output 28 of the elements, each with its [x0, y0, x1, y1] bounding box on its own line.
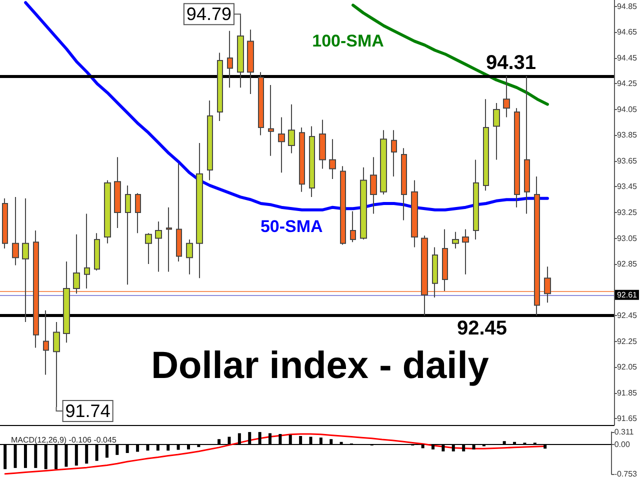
y-tick-label: 94.05 [616, 104, 638, 114]
ref-line-label: 92.61 [616, 290, 638, 300]
y-tick-label: 94.25 [616, 79, 638, 88]
y-tick-label: 92.25 [616, 336, 638, 346]
annotation: 91.74 [65, 400, 110, 421]
y-tick-label: 94.45 [616, 53, 638, 62]
y-tick-label: 93.25 [616, 208, 638, 217]
y-tick-label: 94.65 [616, 28, 638, 37]
y-tick-label: 93.85 [616, 130, 638, 140]
annotation: 94.79 [186, 4, 232, 24]
y-tick-label: 91.85 [616, 388, 638, 398]
y-tick-label: 92.85 [616, 260, 638, 269]
ref-line-label: 94.31 [486, 52, 536, 74]
y-tick-label: 93.45 [616, 182, 638, 192]
y-tick-label: 0.311 [614, 428, 634, 436]
y-tick-label: 93.05 [616, 234, 638, 243]
series-label: 50-SMA [260, 217, 323, 236]
series-label: 100-SMA [312, 32, 384, 51]
y-tick-label: 0.00 [614, 440, 630, 449]
y-tick-label: -0.753 [614, 470, 638, 478]
y-tick-label: 91.65 [616, 414, 638, 424]
chart-title: MACD(12,26,9) -0.106 -0.045 [11, 436, 117, 444]
y-tick-label: 92.45 [616, 311, 638, 320]
y-tick-label: 92.05 [616, 362, 638, 372]
y-tick-label: 93.65 [616, 156, 638, 166]
ref-line-label: 92.45 [456, 318, 508, 340]
text: Dollar index - daily [151, 345, 489, 387]
y-tick-label: 94.85 [616, 2, 638, 11]
